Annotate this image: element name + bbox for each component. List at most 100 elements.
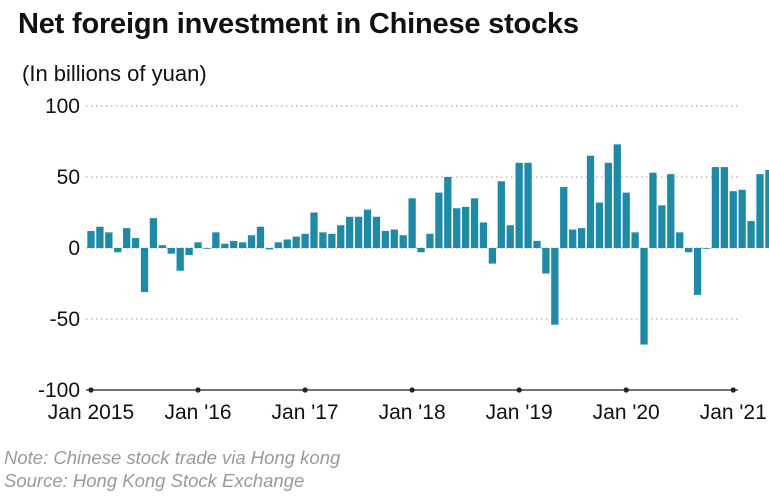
bar [515,162,523,248]
bar [292,236,300,248]
bar [167,248,175,254]
bar [542,248,550,274]
bar [185,248,193,256]
bar [551,248,559,325]
bar [533,240,541,248]
bar [640,248,648,345]
bar [158,245,167,248]
bar [346,216,354,248]
bar [506,225,514,248]
bar [87,230,95,248]
bar [738,189,746,248]
bar [747,221,755,248]
bar [649,172,657,248]
x-tick-dot [516,387,522,393]
bar [221,243,229,248]
bar [131,238,140,248]
bar [693,248,702,295]
bar [310,212,318,248]
bar [684,248,693,253]
bar [212,232,220,248]
bar [408,198,416,248]
bar [256,226,265,248]
bar [667,174,675,248]
bar [301,233,309,248]
bar [765,169,769,248]
y-axis-ticks: 100 50 0 -50 -100 [38,95,80,402]
y-tick-label: 50 [57,166,80,189]
bar [194,242,202,248]
y-tick-label: 0 [68,237,80,260]
bar [497,181,505,248]
bar [444,177,452,248]
x-tick-dot [88,387,94,393]
bar [426,233,434,248]
bar [203,248,211,249]
footnote: Note: Chinese stock trade via Hong kong [4,447,341,468]
bar [453,208,461,248]
x-tick-dot [623,387,629,393]
bar [595,202,604,248]
chart-title: Net foreign investment in Chinese stocks [18,8,579,40]
bar [435,192,443,248]
bar [105,232,113,248]
bar [729,191,737,248]
bar [577,228,586,248]
bar [658,205,666,248]
bar [524,162,532,248]
bar [354,216,363,248]
bar-series [87,144,769,345]
y-tick-label: -50 [50,308,80,331]
bar [381,230,390,248]
bar [417,248,425,253]
bar [488,248,497,264]
bar [756,174,764,248]
x-tick-label: Jan '18 [379,401,446,424]
bar [613,144,621,248]
bar [114,248,122,253]
bar [631,232,639,248]
bar [586,155,595,248]
x-tick-dot [195,387,201,393]
bar [399,235,407,248]
bar [461,206,470,248]
bar [372,216,381,248]
bar [604,162,613,248]
bar [363,209,372,248]
bar [676,232,684,248]
chart-subtitle: (In billions of yuan) [22,61,207,86]
bar [328,233,336,248]
bar [702,248,711,249]
bar [470,198,479,248]
x-tick-label: Jan '21 [700,401,767,424]
bar [96,226,104,248]
x-tick-label: Jan '16 [165,401,232,424]
y-tick-label: 100 [45,95,80,118]
bar [265,248,274,250]
bar [140,248,149,293]
bar [123,228,131,248]
bar [479,222,488,248]
bar [238,242,247,248]
y-tick-label: -100 [38,379,80,402]
bar [560,186,568,248]
x-tick-dot [730,387,736,393]
x-tick-label: Jan '17 [272,401,339,424]
bar [247,235,256,248]
x-tick-label: Jan 2015 [48,401,134,424]
bar [319,232,327,248]
x-tick-label: Jan '19 [486,401,553,424]
bar [274,242,282,248]
bar [230,240,238,248]
bar [337,225,345,248]
bar [711,167,720,248]
x-axis: Jan 2015 Jan '16 Jan '17 Jan '18 Jan '19 Jan … [48,387,767,424]
x-tick-label: Jan '20 [593,401,660,424]
source-credit: Source: Hong Kong Stock Exchange [4,470,305,491]
x-tick-dot [409,387,415,393]
x-tick-dot [302,387,308,393]
bar [283,239,291,248]
bar [622,192,630,248]
bar [390,229,398,248]
